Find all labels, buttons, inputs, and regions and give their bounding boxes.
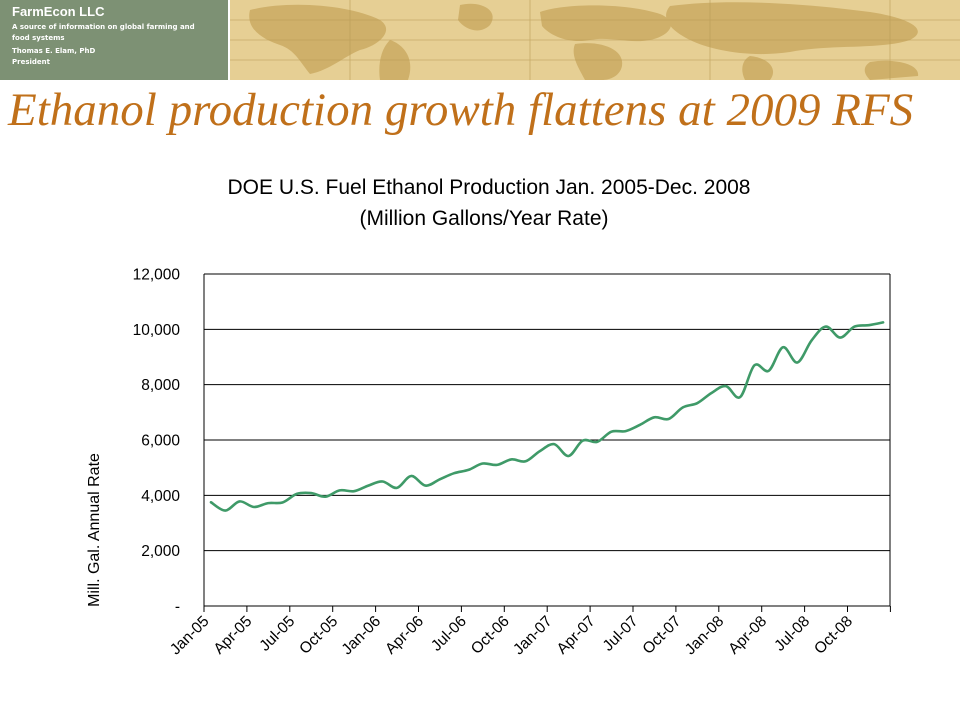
y-tick-label: 10,000 <box>133 322 181 339</box>
chart-subtitle: (Million Gallons/Year Rate) <box>360 207 609 230</box>
data-point <box>553 443 556 446</box>
person-title: President <box>12 58 50 66</box>
y-tick-label: - <box>175 599 180 616</box>
x-tick-label: Jan-06 <box>339 613 385 659</box>
data-point <box>367 484 370 487</box>
header-banner: FarmEcon LLC A source of information on … <box>0 0 960 80</box>
data-point <box>381 480 384 483</box>
data-point <box>324 495 327 498</box>
data-point <box>453 472 456 475</box>
x-tick-label: Oct-07 <box>640 613 685 658</box>
brand-name: FarmEcon LLC <box>12 4 105 19</box>
data-point <box>867 324 870 327</box>
data-point <box>639 423 641 426</box>
ethanol-production-chart: DOE U.S. Fuel Ethanol Production Jan. 20… <box>86 176 891 659</box>
data-point <box>767 369 770 372</box>
data-point <box>810 339 813 342</box>
data-point <box>581 439 584 442</box>
x-tick-label: Oct-08 <box>811 613 856 658</box>
data-point <box>252 506 255 508</box>
data-point <box>796 361 799 364</box>
gridlines <box>204 273 890 552</box>
chart-series <box>209 321 885 512</box>
y-axis-title: Mill. Gal. Annual Rate <box>86 453 103 607</box>
brand-panel: FarmEcon LLC A source of information on … <box>0 0 228 80</box>
data-point <box>524 460 527 463</box>
data-point <box>281 501 284 504</box>
x-tick-label: Jul-05 <box>256 613 298 655</box>
x-tick-label: Jan-07 <box>510 613 556 659</box>
data-point <box>596 440 599 443</box>
data-point <box>395 486 398 489</box>
data-point <box>739 396 742 399</box>
data-point <box>882 321 885 324</box>
data-point <box>510 458 513 461</box>
x-tick-label: Jul-08 <box>771 613 813 655</box>
data-point <box>653 416 656 419</box>
data-point <box>438 478 441 481</box>
data-point <box>267 502 270 505</box>
y-tick-label: 2,000 <box>141 543 180 560</box>
slide-headline: Ethanol production growth flattens at 20… <box>8 84 914 136</box>
x-tick-label: Jul-06 <box>428 613 470 655</box>
data-point <box>624 430 627 433</box>
data-point <box>753 364 756 367</box>
data-point <box>338 489 341 492</box>
data-point <box>238 500 241 503</box>
brand-tagline: A source of information on global farmin… <box>12 23 195 42</box>
data-point <box>681 406 684 409</box>
data-point <box>538 450 541 453</box>
data-point <box>496 463 498 466</box>
x-tick-label: Apr-07 <box>554 613 599 658</box>
y-axis-tick-labels: - 2,000 4,000 6,000 8,000 10,000 12,000 <box>133 267 181 616</box>
data-point <box>353 490 355 493</box>
data-point <box>610 430 613 433</box>
x-tick-label: Apr-05 <box>211 613 256 658</box>
world-map-decoration <box>230 0 960 80</box>
x-tick-label: Apr-06 <box>382 613 427 658</box>
y-tick-label: 4,000 <box>141 488 180 505</box>
data-point <box>224 509 227 512</box>
x-tick-label: Jan-05 <box>167 613 213 659</box>
data-point <box>667 418 670 420</box>
data-point <box>410 475 413 477</box>
data-point <box>467 468 470 471</box>
x-tick-label: Jul-07 <box>600 613 642 655</box>
data-point <box>567 455 570 457</box>
x-tick-label: Oct-05 <box>296 613 341 658</box>
brand-person: Thomas E. Elam, PhD President <box>12 46 228 68</box>
data-point <box>853 325 856 328</box>
data-point <box>424 484 427 487</box>
chart-axes <box>203 274 891 612</box>
data-point <box>782 346 784 349</box>
x-tick-label: Oct-06 <box>468 613 513 658</box>
y-tick-label: 6,000 <box>141 433 180 450</box>
series-line <box>209 321 885 512</box>
data-point <box>824 325 827 328</box>
data-point <box>210 501 212 504</box>
data-point <box>310 492 313 495</box>
x-tick-label: Apr-08 <box>725 613 770 658</box>
y-tick-label: 8,000 <box>141 377 180 394</box>
chart-title: DOE U.S. Fuel Ethanol Production Jan. 20… <box>228 176 751 199</box>
data-point <box>295 492 298 495</box>
person-name: Thomas E. Elam, PhD <box>12 47 96 55</box>
data-point <box>710 392 713 394</box>
y-tick-label: 12,000 <box>133 267 181 284</box>
data-point <box>839 336 842 339</box>
data-point <box>724 385 727 388</box>
data-point <box>481 462 484 465</box>
x-tick-label: Jan-08 <box>682 613 728 659</box>
data-point <box>696 402 699 405</box>
